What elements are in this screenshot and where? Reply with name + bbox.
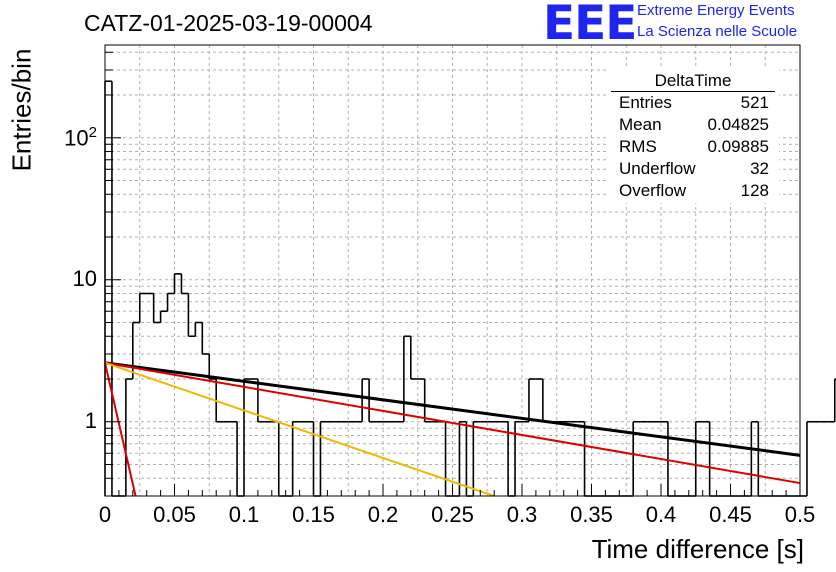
eee-logo: EEE (543, 0, 637, 51)
fit-line (104, 361, 801, 457)
stats-value: 128 (740, 181, 769, 200)
histogram-bin (806, 420, 814, 496)
histogram-bin (187, 293, 196, 338)
fit-lines (104, 361, 801, 497)
histogram-bin (667, 421, 675, 497)
stats-row: Mean 0.04825 (619, 115, 769, 137)
histogram-bin (409, 336, 418, 380)
grid-lines (104, 45, 801, 497)
histogram-bin (208, 354, 217, 380)
histogram-bin (159, 310, 168, 323)
histogram-bin (194, 321, 203, 337)
histogram-bin (403, 335, 411, 422)
stats-label: RMS (619, 137, 657, 156)
histogram-bin (368, 379, 377, 423)
y-tick-label: 10 (72, 265, 97, 291)
stats-title: DeltaTime (654, 71, 732, 90)
histogram-bin (277, 421, 286, 497)
stats-row: Underflow 32 (619, 159, 769, 181)
fit-line (104, 361, 495, 497)
axis-ticks (104, 51, 801, 497)
fit-line (104, 362, 137, 497)
x-tick-label: 0.5 (784, 502, 816, 527)
stats-row: Entries 521 (619, 93, 769, 115)
histogram-bin (542, 379, 550, 423)
histogram-bin (201, 322, 210, 355)
histogram-bin (152, 293, 161, 324)
histogram-bin (472, 420, 481, 496)
stats-label: Underflow (619, 159, 696, 178)
stats-value: 32 (750, 159, 769, 178)
x-tick-label: 0.3 (506, 502, 538, 527)
logo-subtitle-2: La Scienza nelle Scuole (637, 23, 798, 40)
histogram-bin (708, 421, 717, 497)
histogram-bin (514, 420, 522, 496)
histogram-bin (757, 421, 766, 497)
run-title: CATZ-01-2025-03-19-00004 (84, 10, 373, 36)
y-tick-label: 102 (64, 123, 97, 151)
histogram-bin (312, 421, 321, 497)
x-tick-label: 0 (98, 502, 112, 527)
stats-label: Mean (619, 115, 662, 134)
x-tick-label: 0.25 (431, 502, 474, 527)
histogram-bin (243, 378, 251, 496)
histogram-bin (319, 420, 328, 496)
stats-row: RMS 0.09885 (619, 137, 769, 159)
histogram-bin (166, 292, 175, 312)
histogram-bin (104, 80, 112, 496)
histogram-bin (423, 379, 432, 423)
stats-value: 0.09885 (707, 137, 769, 156)
x-tick-label: 0.15 (292, 502, 335, 527)
histogram-bin (111, 81, 119, 497)
histogram-bin (132, 321, 140, 380)
stats-box: DeltaTime Entries 521 Mean 0.04825 RMS 0.0988… (607, 68, 779, 203)
logo-subtitle-1: Extreme Energy Events (637, 2, 795, 19)
x-axis-label: Time difference [s] (591, 534, 804, 564)
histogram-bin (694, 420, 703, 496)
histogram-bin (465, 421, 474, 497)
histogram-bin (750, 420, 759, 496)
histogram-bin (528, 378, 536, 422)
x-tick-label: 0.35 (570, 502, 613, 527)
stats-row: Overflow 128 (619, 181, 769, 203)
stats-title-underline (611, 91, 775, 92)
y-tick-label: 1 (84, 407, 97, 433)
x-tick-label: 0.05 (153, 502, 196, 527)
stats-label: Overflow (619, 181, 687, 200)
histogram-bin (291, 420, 300, 496)
x-tick-label: 0.45 (709, 502, 752, 527)
histogram-bin (138, 292, 147, 323)
histogram-bin (125, 378, 133, 496)
stats-value: 0.04825 (707, 115, 769, 134)
histogram-bin (173, 273, 182, 294)
histogram-bin (180, 273, 189, 295)
x-tick-label: 0.1 (228, 502, 260, 527)
x-tick-label: 0.4 (645, 502, 677, 527)
histogram-bin (583, 421, 592, 497)
y-axis-label: Entries/bin (6, 48, 37, 172)
histogram-bin (236, 421, 244, 497)
stats-label: Entries (619, 93, 672, 112)
stats-value: 521 (740, 93, 769, 112)
histogram-bin (444, 421, 453, 497)
histogram-bin (361, 378, 370, 422)
fit-line (104, 361, 801, 485)
x-tick-label: 0.2 (367, 502, 399, 527)
